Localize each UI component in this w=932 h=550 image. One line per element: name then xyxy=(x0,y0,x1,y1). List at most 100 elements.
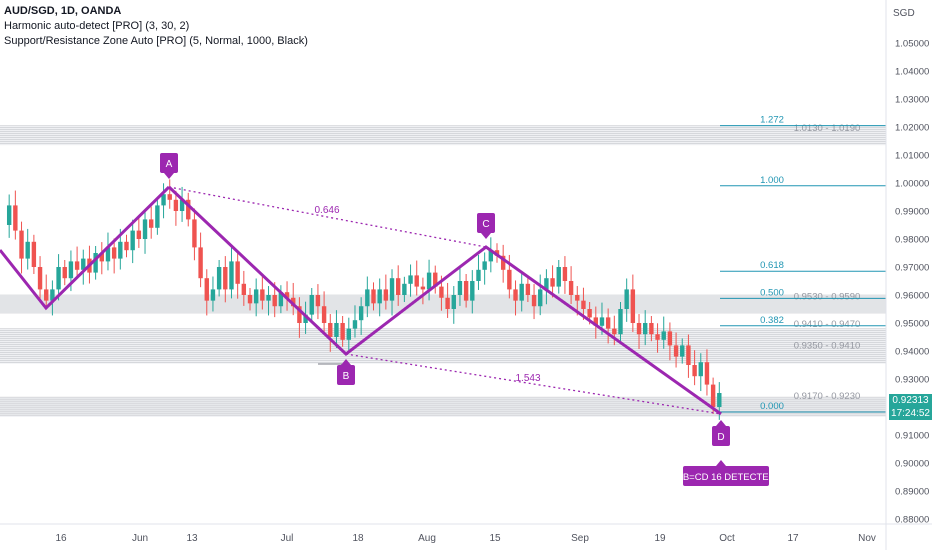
candle-body xyxy=(420,286,426,290)
candle-body xyxy=(476,269,481,281)
candle-body xyxy=(680,345,685,357)
candle-body xyxy=(309,295,314,315)
sr-zone xyxy=(0,397,886,417)
candle-body xyxy=(358,306,364,321)
candle-body xyxy=(371,289,376,304)
candle-body xyxy=(229,261,234,290)
time-axis[interactable]: 16 Jun 13 Jul 18 Aug 15 Sep 19 Oct 17 Nov xyxy=(0,523,932,544)
candle-body xyxy=(74,261,80,270)
price-tick-label: 0.98000 xyxy=(895,235,929,246)
candle-body xyxy=(698,362,703,377)
candle-body xyxy=(525,283,531,295)
candle-body xyxy=(346,328,351,340)
time-tick-label: Jul xyxy=(281,533,294,544)
price-tick-label: 1.00000 xyxy=(895,179,929,190)
fib-label: 0.000 xyxy=(760,401,784,412)
candle-body xyxy=(44,289,49,301)
candle-body xyxy=(297,306,302,323)
point-marker xyxy=(712,426,730,446)
point-marker xyxy=(160,153,178,173)
candle-body xyxy=(389,278,395,301)
candle-body xyxy=(439,286,444,298)
pattern-detected-badge xyxy=(683,466,769,486)
candle-body xyxy=(630,289,636,323)
candle-body xyxy=(482,261,487,270)
candle-body xyxy=(149,219,154,228)
candle-body xyxy=(334,323,339,337)
candle-body xyxy=(198,247,203,279)
candle-body xyxy=(99,253,104,262)
candle-body xyxy=(470,281,475,301)
pattern-detected-label: AB=CD 16 DETECTED xyxy=(677,472,776,483)
candle-body xyxy=(365,289,370,307)
candle-body xyxy=(426,272,432,290)
candle-body xyxy=(661,331,666,340)
candle-body xyxy=(433,272,438,287)
ratio-label-bd: 1.543 xyxy=(515,373,540,384)
abcd-pattern-line xyxy=(167,185,722,416)
candle-body xyxy=(315,295,321,307)
candle-body xyxy=(321,306,327,323)
candle-body xyxy=(599,317,605,326)
harmonic-pattern: 0.646 1.543 A B C D AB=CD 16 DETECTED xyxy=(0,153,776,486)
candle-body xyxy=(686,345,691,365)
price-tick-label: 0.90000 xyxy=(895,459,929,470)
candle-body xyxy=(568,281,574,295)
candle-body xyxy=(593,317,598,326)
candle-body xyxy=(124,241,129,251)
candle-body xyxy=(37,267,43,290)
candle-body xyxy=(340,323,345,340)
candle-body xyxy=(192,219,197,248)
candle-body xyxy=(587,309,592,318)
sr-zone xyxy=(0,295,886,314)
sr-zone xyxy=(0,125,886,146)
candle-body xyxy=(210,289,216,301)
candle-body xyxy=(241,283,247,295)
zone-label: 1.0130 - 1.0190 xyxy=(794,123,861,134)
indicator-harmonic[interactable]: Harmonic auto-detect [PRO] (3, 30, 2) xyxy=(4,20,190,32)
time-tick-label: Jun xyxy=(132,533,148,544)
candle-body xyxy=(463,281,469,301)
candle-body xyxy=(142,219,148,239)
candle-body xyxy=(519,283,524,301)
bar-countdown: 17:24:52 xyxy=(891,408,930,419)
price-tick-label: 0.99000 xyxy=(895,207,929,218)
candle-body xyxy=(216,267,222,290)
candle-body xyxy=(247,295,253,304)
candle-body xyxy=(544,278,549,290)
candle-body xyxy=(272,295,277,307)
point-marker-tip xyxy=(481,233,491,239)
candle-body xyxy=(457,281,463,295)
fib-label: 0.500 xyxy=(760,287,784,298)
candle-body xyxy=(6,205,12,225)
candle-body xyxy=(186,199,191,220)
time-tick-label: Nov xyxy=(858,533,876,544)
candle-body xyxy=(624,289,629,309)
time-tick-label: 17 xyxy=(787,533,799,544)
price-axis[interactable]: SGD 1.05000 1.04000 1.03000 1.02000 1.01000 1.… xyxy=(885,0,929,550)
time-tick-label: 15 xyxy=(489,533,501,544)
candle-body xyxy=(402,283,407,295)
time-tick-label: 13 xyxy=(186,533,198,544)
bd-ratio-line xyxy=(345,353,722,415)
symbol-title[interactable]: AUD/SGD, 1D, OANDA xyxy=(4,5,122,17)
candle-body xyxy=(50,289,55,301)
candle-body xyxy=(25,241,30,259)
candle-body xyxy=(692,365,697,377)
candle-body xyxy=(105,247,111,262)
prior-pattern-line xyxy=(0,185,171,311)
candle-body xyxy=(636,323,642,335)
candle-body xyxy=(13,205,18,231)
candle-body xyxy=(710,384,716,407)
candle-body xyxy=(673,345,679,357)
price-tick-label: 0.88000 xyxy=(895,515,929,526)
sr-zones: 1.0130 - 1.0190 0.9530 - 0.9590 0.9410 - 0… xyxy=(0,123,886,417)
candle-body xyxy=(155,205,160,228)
candle-body xyxy=(284,292,290,298)
indicator-sr-zone[interactable]: Support/Resistance Zone Auto [PRO] (5, N… xyxy=(4,35,308,47)
point-marker xyxy=(337,365,355,385)
point-label-a: A xyxy=(166,159,173,170)
candle-body xyxy=(111,247,117,259)
ac-ratio-line xyxy=(168,186,487,248)
